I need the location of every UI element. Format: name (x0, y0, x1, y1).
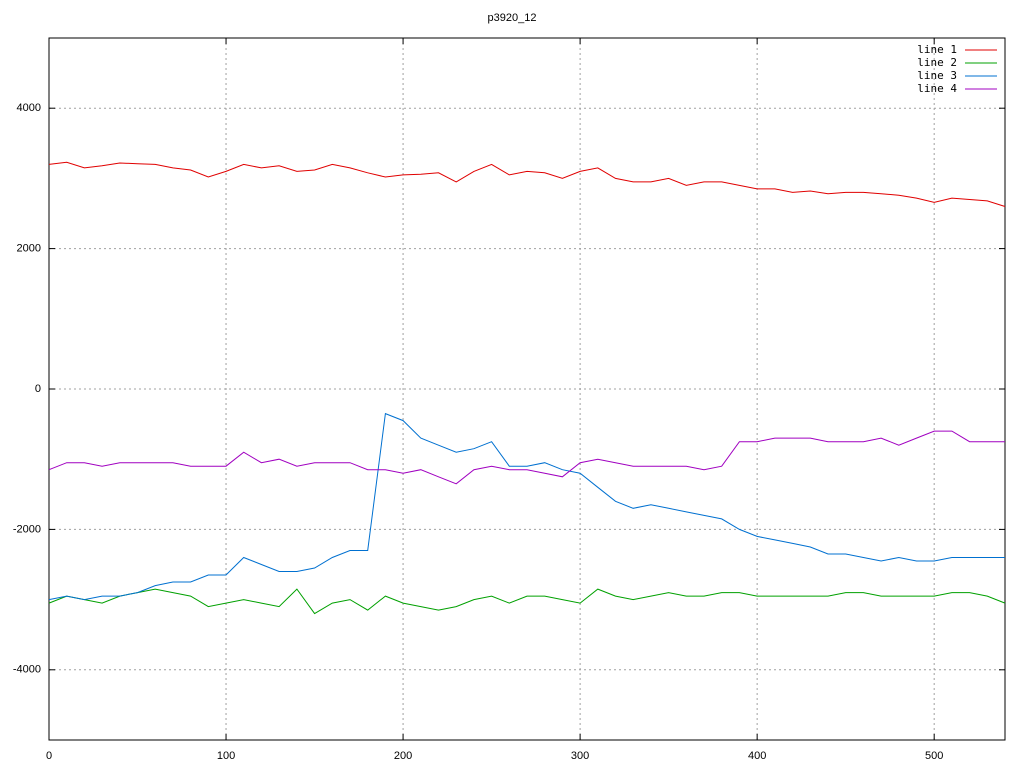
x-tick-label: 0 (46, 750, 52, 762)
series-line (48, 588, 1006, 615)
series-line (48, 412, 1005, 601)
legend-label: line 1 (917, 43, 957, 56)
plot-border (48, 37, 1006, 741)
y-tick-label: 4000 (17, 102, 41, 114)
x-tick-label: 300 (571, 750, 589, 762)
x-tick-label: 500 (925, 750, 943, 762)
x-tick-label: 400 (748, 750, 766, 762)
x-tick-label: 200 (394, 750, 412, 762)
y-tick-label: -2000 (13, 523, 41, 535)
series-line (48, 161, 1006, 207)
y-tick-label: -4000 (13, 664, 41, 676)
legend-label: line 4 (917, 82, 957, 95)
x-tick-label: 100 (217, 750, 235, 762)
chart-title: p3920_12 (488, 12, 537, 24)
y-tick-label: 2000 (17, 243, 41, 255)
legend-label: line 2 (917, 56, 957, 69)
y-tick-label: 0 (35, 383, 41, 395)
legend-label: line 3 (917, 69, 957, 82)
series-line (48, 430, 1005, 485)
